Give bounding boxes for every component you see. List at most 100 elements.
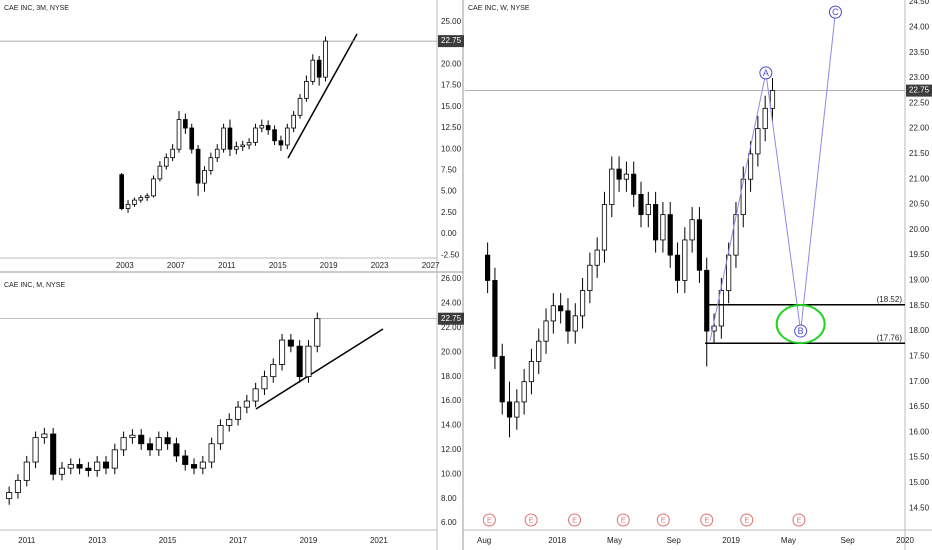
candle-body [189, 127, 195, 150]
y-tick-label: 18.00 [909, 326, 930, 335]
y-tick-label: 23.50 [909, 48, 930, 57]
y-tick-label: 22.00 [909, 124, 930, 133]
candle-body [23, 461, 30, 481]
candle-body [58, 467, 66, 475]
last-price-box [906, 84, 932, 97]
earnings-label: E [487, 517, 492, 524]
x-tick-label: May [781, 536, 796, 545]
y-tick-label: 18.00 [441, 372, 462, 381]
x-tick-label: Sep [840, 536, 855, 545]
earnings-marker [568, 513, 582, 527]
candle-body [227, 127, 233, 150]
y-tick-label: 15.00 [909, 478, 930, 487]
earnings-marker [792, 513, 806, 527]
candle-body [616, 168, 622, 180]
x-tick-label: 2011 [18, 536, 36, 545]
candle-body [323, 40, 328, 78]
y-tick-label: 15.50 [909, 453, 930, 462]
last-price-box [438, 35, 464, 48]
y-tick-label: 15.00 [441, 102, 462, 111]
candle-body [234, 146, 239, 150]
candle-body [711, 325, 717, 332]
candle-body [689, 219, 695, 241]
candle-body [499, 355, 505, 403]
candle-body [660, 214, 666, 241]
candle-body [129, 434, 136, 439]
candle-body [558, 305, 564, 312]
y-tick-label: 12.50 [441, 123, 462, 132]
candle-body [485, 254, 491, 281]
candle-body [146, 443, 154, 451]
candle-body [85, 467, 92, 471]
candle-body [514, 401, 520, 418]
candle-body [259, 125, 265, 129]
last-price-label: 22.75 [441, 314, 462, 323]
x-tick-label: 2023 [371, 261, 389, 270]
candle-body [287, 339, 294, 347]
y-tick-label: 7.50 [441, 166, 457, 175]
candle-body [14, 479, 21, 493]
candle-body [208, 443, 215, 463]
candle-body [572, 315, 578, 332]
candle-body [163, 157, 169, 167]
candle-body [120, 437, 127, 451]
y-tick-label: 10.00 [441, 144, 462, 153]
chart-title: CAE INC, W, NYSE [468, 5, 530, 12]
y-tick-label: 24.00 [441, 299, 462, 308]
candle-body [176, 119, 182, 150]
y-tick-label: 14.50 [909, 503, 930, 512]
trend-line [287, 33, 358, 159]
candle-body [696, 219, 703, 271]
y-tick-label: 14.00 [441, 421, 462, 430]
candle-body [125, 203, 131, 209]
candle-body [506, 401, 513, 418]
candle-body [740, 178, 746, 216]
candle-body [645, 204, 651, 216]
y-tick-label: 2.50 [441, 208, 457, 217]
x-tick-label: 2007 [167, 261, 185, 270]
candle-body [208, 157, 214, 171]
candle-body [297, 97, 303, 116]
candle-body [155, 437, 162, 451]
y-tick-label: 10.00 [441, 469, 462, 478]
x-tick-label: 2019 [320, 261, 338, 270]
candle-body [667, 214, 673, 256]
y-tick-label: 19.50 [909, 250, 930, 259]
candle-body [304, 80, 309, 99]
candle-body [492, 280, 498, 357]
candle-body [240, 144, 246, 148]
candle-body [316, 59, 322, 78]
candle-body [182, 455, 189, 465]
candle-body [733, 214, 739, 256]
earnings-marker [656, 513, 670, 527]
candle-body [94, 461, 101, 471]
candle-body [67, 464, 74, 469]
x-tick-label: 2011 [218, 261, 236, 270]
candle-body [235, 406, 242, 420]
candle-body [195, 148, 201, 184]
candle-body [747, 153, 754, 180]
earnings-label: E [572, 517, 577, 524]
x-tick-label: Aug [477, 536, 491, 545]
candle-body [119, 174, 124, 209]
candle-body [199, 461, 206, 469]
candle-body [50, 433, 57, 475]
x-tick-label: Sep [667, 536, 682, 545]
candle-body [278, 140, 284, 146]
y-tick-label: 23.00 [909, 73, 930, 82]
x-tick-label: 2015 [269, 261, 287, 270]
wave-label: A [763, 68, 769, 78]
candle-body [252, 388, 259, 402]
level-label: (18.52) [877, 295, 903, 304]
last-price-label: 22.75 [909, 86, 930, 95]
candle-body [183, 119, 188, 129]
candle-body [173, 443, 180, 457]
candle-body [111, 449, 118, 469]
candle-body [170, 148, 175, 159]
wave-point [759, 66, 773, 80]
candle-body [284, 127, 290, 146]
candle-body [291, 114, 296, 129]
candle-body [601, 204, 608, 251]
